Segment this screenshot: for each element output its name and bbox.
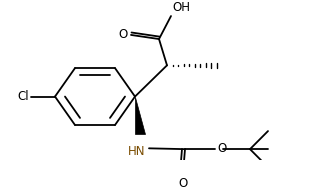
Polygon shape — [135, 97, 145, 134]
Text: OH: OH — [172, 1, 190, 14]
Text: Cl: Cl — [17, 90, 29, 103]
Text: HN: HN — [128, 145, 146, 158]
Text: O: O — [119, 28, 128, 41]
Text: O: O — [217, 142, 226, 155]
Text: O: O — [178, 177, 187, 189]
